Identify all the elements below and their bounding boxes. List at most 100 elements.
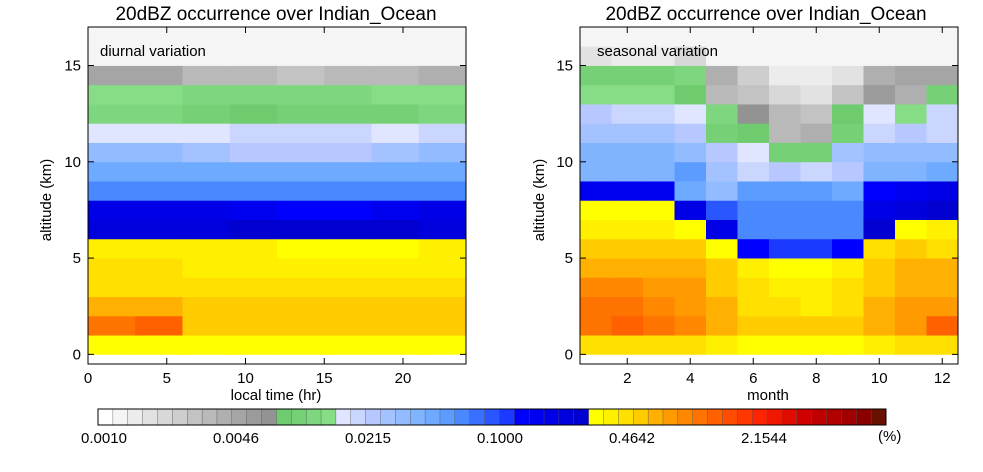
- colorbar-swatch: [97, 408, 114, 426]
- right-heatmap-cell: [643, 27, 675, 47]
- right-heatmap-cell: [769, 200, 801, 220]
- colorbar-swatch: [528, 408, 545, 426]
- colorbar-swatch: [276, 408, 292, 426]
- left-heatmap-cell: [229, 181, 278, 201]
- right-heatmap-cell: [895, 219, 927, 240]
- right-heatmap-cell: [611, 161, 644, 182]
- right-heatmap-cell: [863, 335, 896, 355]
- left-heatmap-cell: [277, 161, 325, 182]
- colorbar-swatch: [722, 408, 738, 426]
- left-x-tick-label: 5: [163, 370, 171, 387]
- left-heatmap-cell: [277, 65, 325, 86]
- right-heatmap-cell: [863, 296, 896, 317]
- left-heatmap-cell: [418, 238, 467, 259]
- left-heatmap-cell: [88, 27, 136, 66]
- right-heatmap-cell: [769, 277, 801, 297]
- right-heatmap-cell: [800, 161, 833, 182]
- right-heatmap-cell: [895, 200, 927, 220]
- right-heatmap-cell: [674, 335, 707, 355]
- left-heatmap-cell: [135, 219, 183, 240]
- left-chart-title: 20dBZ occurrence over Indian_Ocean: [115, 4, 436, 25]
- colorbar-swatch: [261, 408, 277, 426]
- right-heatmap-cell: [706, 238, 738, 259]
- right-heatmap-cell: [800, 238, 833, 259]
- right-heatmap-cell: [737, 27, 770, 47]
- right-heatmap-cell: [706, 181, 738, 201]
- right-x-tick-label: 12: [934, 370, 951, 387]
- left-heatmap-cell: [182, 142, 231, 163]
- left-heatmap-cell: [277, 277, 325, 297]
- colorbar-swatch: [380, 408, 396, 426]
- right-heatmap-cell: [643, 181, 675, 201]
- left-x-axis-label: local time (hr): [231, 387, 322, 404]
- left-heatmap-cell: [371, 296, 420, 317]
- right-heatmap-cell: [895, 277, 927, 297]
- colorbar-swatch: [172, 408, 188, 426]
- left-heatmap-cell: [182, 181, 231, 201]
- right-heatmap-cell: [674, 65, 707, 86]
- right-heatmap-cell: [706, 65, 738, 86]
- left-heatmap-cell: [182, 238, 231, 259]
- right-heatmap-cell: [611, 258, 644, 278]
- right-heatmap-cell: [863, 277, 896, 297]
- right-heatmap-cell: [769, 84, 801, 105]
- left-heatmap-cell: [182, 335, 231, 355]
- right-heatmap-cell: [863, 104, 896, 124]
- left-heatmap-cell: [324, 181, 372, 201]
- left-heatmap-cell: [229, 335, 278, 355]
- right-heatmap-cell: [895, 142, 927, 163]
- left-heatmap-cell: [135, 238, 183, 259]
- right-heatmap-cell: [643, 219, 675, 240]
- right-heatmap-cell: [863, 238, 896, 259]
- right-heatmap-cell: [895, 27, 927, 47]
- left-heatmap-cell: [88, 181, 136, 201]
- colorbar-swatch: [246, 408, 263, 426]
- right-heatmap-cell: [611, 219, 644, 240]
- left-heatmap-cell: [277, 296, 325, 317]
- right-heatmap-cell: [706, 200, 738, 220]
- left-heatmap-cell: [229, 65, 278, 86]
- left-heatmap-cell: [324, 142, 372, 163]
- right-heatmap-cell: [800, 258, 833, 278]
- right-heatmap-cell: [926, 258, 959, 278]
- left-heatmap-cell: [418, 161, 467, 182]
- left-heatmap-cell: [135, 65, 183, 86]
- right-heatmap-cell: [611, 104, 644, 124]
- right-x-tick-label: 4: [686, 370, 694, 387]
- right-heatmap-cell: [832, 142, 864, 163]
- right-heatmap-cell: [674, 84, 707, 105]
- right-heatmap-cell: [706, 84, 738, 105]
- right-heatmap-cell: [611, 65, 644, 86]
- colorbar-swatch: [603, 408, 619, 426]
- left-heatmap-cell: [418, 335, 467, 355]
- right-heatmap-cell: [800, 46, 833, 66]
- colorbar-swatch: [499, 408, 515, 426]
- right-heatmap-cell: [895, 315, 927, 336]
- right-heatmap-cell: [832, 161, 864, 182]
- colorbar-swatch: [677, 408, 694, 426]
- right-heatmap-cell: [769, 296, 801, 317]
- left-heatmap-cell: [324, 258, 372, 278]
- left-heatmap-cell: [135, 104, 183, 124]
- right-heatmap-cell: [832, 238, 864, 259]
- left-heatmap-cell: [88, 84, 136, 105]
- right-heatmap-cell: [863, 65, 896, 86]
- left-heatmap-cell: [371, 123, 420, 143]
- right-heatmap-cell: [611, 238, 644, 259]
- left-heatmap-cell: [135, 161, 183, 182]
- left-heatmap-cell: [418, 27, 467, 66]
- right-heatmap-cell: [674, 46, 707, 66]
- right-heatmap-cell: [800, 200, 833, 220]
- right-heatmap-cell: [737, 161, 770, 182]
- left-heatmap-cell: [324, 219, 372, 240]
- right-heatmap-cell: [643, 142, 675, 163]
- colorbar-swatch: [543, 408, 560, 426]
- right-heatmap-cell: [643, 315, 675, 336]
- left-heatmap-cell: [371, 277, 420, 297]
- colorbar-swatch: [633, 408, 649, 426]
- left-heatmap-cell: [88, 335, 136, 355]
- colorbar-swatch: [112, 408, 129, 426]
- diurnal-heatmap-cells: [88, 27, 467, 355]
- right-heatmap-cell: [832, 219, 864, 240]
- right-heatmap-cell: [706, 142, 738, 163]
